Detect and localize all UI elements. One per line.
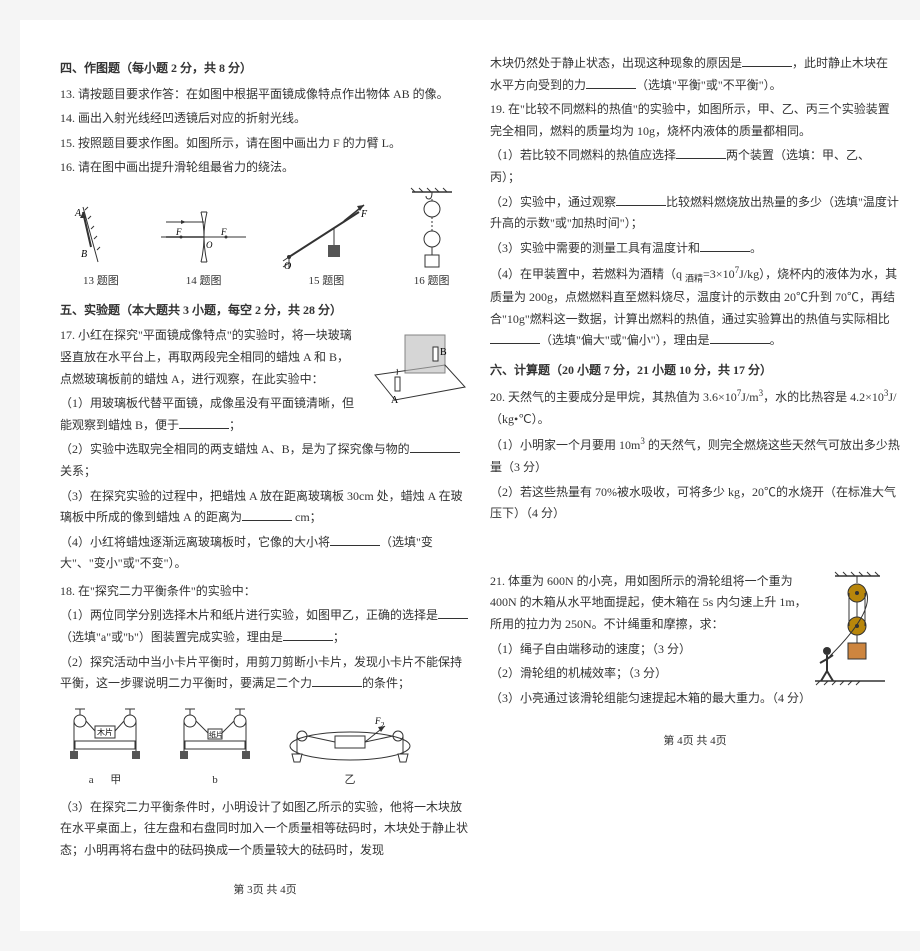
question-18-2: （2）探究活动中当小卡片平衡时，用剪刀剪断小卡片，发现小卡片不能保持平衡，这一步… — [60, 652, 470, 695]
question-19-3: （3）实验中需要的测量工具有温度计和 。 — [490, 238, 900, 260]
q18-1-c: ； — [333, 630, 345, 644]
figure-15: F O 15 题图 — [279, 197, 374, 292]
question-19-stem: 19. 在"比较不同燃料的热值"的实验中，如图所示，甲、乙、丙三个实验装置完全相… — [490, 99, 900, 142]
fig-jia-label: 甲 — [110, 774, 121, 786]
question-17-3: （3）在探究实验的过程中，把蜡烛 A 放在距离玻璃板 30cm 处，蜡烛 A 在… — [60, 486, 470, 529]
q20-s3: ，水的比热容是 4.2×10 — [763, 390, 884, 404]
question-15: 15. 按照题目要求作图。如图所示，请在图中画出力 F 的力臂 L。 — [60, 133, 470, 155]
question-18-3: （3）在探究二力平衡条件时，小明设计了如图乙所示的实验，他将一木块放在水平桌面上… — [60, 797, 470, 862]
right-column: 木块仍然处于静止状态，出现这种现象的原因是，此时静止木块在水平方向受到的力（选填… — [490, 50, 900, 901]
question-19-2: （2）实验中，通过观察比较燃料燃烧放出热量的多少（选填"温度计升高的示数"或"加… — [490, 192, 900, 235]
svg-text:B: B — [440, 347, 447, 358]
question-17-4: （4）小红将蜡烛逐渐远离玻璃板时，它像的大小将（选填"变大"、"变小"或"不变"… — [60, 532, 470, 575]
figure-14-caption: 14 题图 — [161, 272, 246, 292]
question-19-4: （4）在甲装置中，若燃料为酒精（q 酒精=3×107J/kg），烧杯内的液体为水… — [490, 262, 900, 351]
fig-a-label: a — [89, 774, 94, 786]
q19-2-a: （2）实验中，通过观察 — [490, 195, 616, 209]
blank — [710, 331, 770, 344]
figure-16-caption: 16 题图 — [407, 272, 457, 292]
question-19-1: （1）若比较不同燃料的热值应选择两个装置（选填：甲、乙、丙）； — [490, 145, 900, 188]
figure-13-caption: 13 题图 — [73, 272, 128, 292]
svg-text:木片: 木片 — [97, 727, 113, 737]
q18-figures: 木片 a 甲 纸片 — [60, 701, 470, 791]
question-13: 13. 请按题目要求作答：在如图中根据平面镜成像特点作出物体 AB 的像。 — [60, 84, 470, 106]
figure-13: A B 13 题图 — [73, 202, 128, 292]
figures-row-13-16: A B 13 题图 — [60, 187, 470, 292]
blank — [179, 416, 229, 429]
q19-4-a: （4）在甲装置中，若燃料为酒精（q — [490, 267, 685, 281]
q19-3-b: 。 — [750, 241, 762, 255]
q18-2-b: 的条件； — [362, 676, 410, 690]
question-16: 16. 请在图中画出提升滑轮组最省力的绕法。 — [60, 157, 470, 179]
blank — [330, 533, 380, 546]
blank — [490, 331, 540, 344]
q19-4-b: （选填"偏大"或"偏小"），理由是 — [540, 333, 710, 347]
svg-text:O: O — [284, 261, 291, 272]
blank — [438, 606, 468, 619]
q19-4-a2: =3×10 — [703, 267, 735, 281]
right-footer: 第 4页 共 4页 — [490, 732, 900, 752]
question-18-stem: 18. 在"探究二力平衡条件"的实验中： — [60, 581, 470, 603]
blank — [616, 193, 666, 206]
q20-1-a: （1）小明家一个月要用 10m — [490, 438, 640, 452]
blank — [586, 76, 636, 89]
figure-18-yi: F2 乙 — [280, 706, 420, 791]
page-container: 四、作图题（每小题 2 分，共 8 分） 13. 请按题目要求作答：在如图中根据… — [20, 20, 920, 931]
q18-1-a: （1）两位同学分别选择木片和纸片进行实验，如图甲乙，正确的选择是 — [60, 608, 438, 622]
figure-14: F F O 14 题图 — [161, 202, 246, 292]
section-6-title: 六、计算题（20 小题 7 分，21 小题 10 分，共 17 分） — [490, 360, 900, 382]
svg-text:B: B — [81, 249, 87, 260]
q19-1-a: （1）若比较不同燃料的热值应选择 — [490, 148, 676, 162]
question-20-stem: 20. 天然气的主要成分是甲烷，其热值为 3.6×107J/m3，水的比热容是 … — [490, 385, 900, 430]
q18c-a: 木块仍然处于静止状态，出现这种现象的原因是 — [490, 56, 742, 70]
blank — [410, 440, 460, 453]
q17-4-a: （4）小红将蜡烛逐渐远离玻璃板时，它像的大小将 — [60, 535, 330, 549]
question-18-1: （1）两位同学分别选择木片和纸片进行实验，如图甲乙，正确的选择是 （选填"a"或"… — [60, 605, 470, 648]
fig-yi-label: 乙 — [280, 771, 420, 791]
svg-text:A: A — [391, 395, 399, 406]
q17-1-b: ； — [229, 418, 241, 432]
question-20-2: （2）若这些热量有 70%被水吸收，可将多少 kg，20℃的水烧开（在标准大气压… — [490, 482, 900, 525]
figure-17-ab: A B — [365, 325, 470, 423]
blank — [312, 674, 362, 687]
figure-18-a: 木片 a 甲 — [60, 701, 150, 791]
svg-text:纸片: 纸片 — [209, 730, 223, 739]
q17-2-b: 关系； — [60, 464, 96, 478]
svg-text:F: F — [220, 227, 227, 237]
blank — [700, 239, 750, 252]
blank — [742, 54, 792, 67]
q18-cont: 木块仍然处于静止状态，出现这种现象的原因是，此时静止木块在水平方向受到的力（选填… — [490, 53, 900, 96]
figure-15-caption: 15 题图 — [279, 272, 374, 292]
question-20-1: （1）小明家一个月要用 10m3 的天然气，则完全燃烧这些天然气可放出多少热量（… — [490, 433, 900, 478]
figure-21-pulley — [815, 571, 890, 699]
q17-2-a: （2）实验中选取完全相同的两支蜡烛 A、B，是为了探究像与物的 — [60, 442, 410, 456]
left-column: 四、作图题（每小题 2 分，共 8 分） 13. 请按题目要求作答：在如图中根据… — [60, 50, 470, 901]
figure-16: 16 题图 — [407, 187, 457, 292]
q18-1-b: （选填"a"或"b"）图装置完成实验，理由是 — [60, 630, 283, 644]
section-4-title: 四、作图题（每小题 2 分，共 8 分） — [60, 58, 470, 80]
left-footer: 第 3页 共 4页 — [60, 881, 470, 901]
q18c-c: （选填"平衡"或"不平衡"）。 — [636, 78, 782, 92]
blank — [242, 508, 292, 521]
svg-text:F: F — [175, 227, 182, 237]
question-17-2: （2）实验中选取完全相同的两支蜡烛 A、B，是为了探究像与物的关系； — [60, 439, 470, 482]
q20-s2: J/m — [741, 390, 758, 404]
svg-text:O: O — [206, 240, 213, 250]
q17-3-b: cm； — [292, 510, 322, 524]
section-5-title: 五、实验题（本大题共 3 小题，每空 2 分，共 28 分） — [60, 300, 470, 322]
svg-text:F: F — [360, 209, 368, 220]
blank — [283, 628, 333, 641]
svg-text:F: F — [374, 716, 381, 726]
q20-s1: 20. 天然气的主要成分是甲烷，其热值为 3.6×10 — [490, 390, 737, 404]
q19-4-c: 。 — [770, 333, 782, 347]
question-14: 14. 画出入射光线经凹透镜后对应的折射光线。 — [60, 108, 470, 130]
q19-3-a: （3）实验中需要的测量工具有温度计和 — [490, 241, 700, 255]
blank — [676, 146, 726, 159]
figure-18-b: 纸片 b — [170, 701, 260, 791]
fig-b-label: b — [170, 771, 260, 791]
